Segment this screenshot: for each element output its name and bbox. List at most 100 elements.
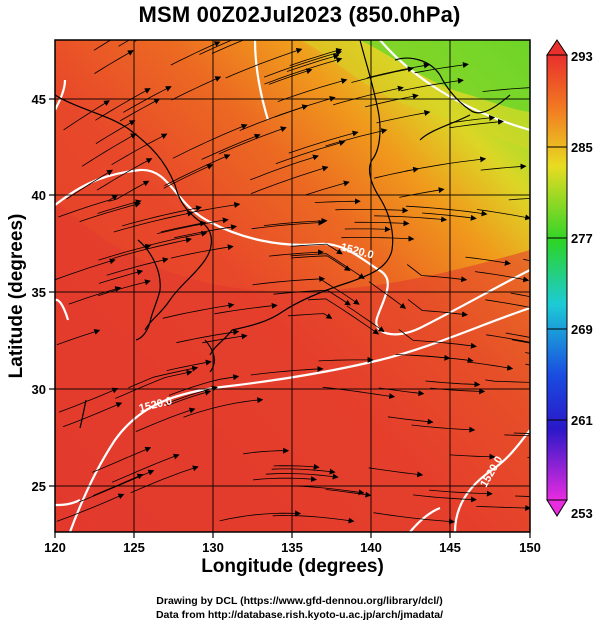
streamline <box>108 180 150 202</box>
streamline <box>289 47 343 66</box>
streamline <box>290 253 365 279</box>
streamline <box>81 133 137 167</box>
streamline <box>250 366 324 376</box>
streamline <box>368 281 407 309</box>
streamline <box>465 256 511 266</box>
streamline <box>387 416 434 425</box>
streamline <box>253 476 317 483</box>
streamline <box>225 47 303 79</box>
streamline <box>505 332 530 338</box>
streamline <box>183 397 264 418</box>
streamline <box>93 40 112 51</box>
streamline <box>318 356 374 363</box>
y-tick-label: 25 <box>32 479 46 494</box>
streamline <box>449 453 496 460</box>
streamline <box>405 156 487 172</box>
streamline <box>274 95 336 118</box>
y-tick-label: 45 <box>32 92 46 107</box>
x-tick-label: 140 <box>360 540 382 555</box>
colorbar-label: 269 <box>571 322 593 337</box>
streamline <box>277 78 348 102</box>
streamline <box>368 467 424 478</box>
streamline <box>486 334 530 343</box>
streamline <box>374 215 448 223</box>
streamline <box>106 257 169 276</box>
streamline <box>68 286 122 305</box>
streamline <box>249 154 319 181</box>
streamline <box>351 66 414 83</box>
streamline <box>332 85 404 106</box>
streamline <box>407 299 468 318</box>
streamline <box>164 154 231 187</box>
streamline <box>286 53 340 72</box>
streamline <box>219 510 302 522</box>
streamline <box>66 169 113 200</box>
x-axis-label: Longitude (degrees) <box>201 556 384 577</box>
streamline <box>56 493 125 522</box>
streamline <box>307 298 380 335</box>
streamline <box>94 50 134 74</box>
streamline <box>474 271 530 283</box>
streamline <box>263 217 328 226</box>
streamline <box>162 302 235 319</box>
streamline <box>398 329 477 349</box>
streamline <box>354 220 410 227</box>
streamline <box>373 512 455 525</box>
streamline <box>55 258 116 281</box>
streamline <box>305 180 350 196</box>
streamline <box>63 100 110 131</box>
streamline <box>250 165 329 195</box>
streamline <box>504 434 530 437</box>
streamline <box>529 46 530 48</box>
streamline <box>62 402 123 428</box>
streamline <box>265 473 339 480</box>
streamline <box>95 88 151 121</box>
streamline <box>130 465 199 494</box>
streamline <box>163 164 214 189</box>
colorbar-label: 285 <box>571 140 593 155</box>
streamline <box>58 194 119 218</box>
streamline <box>346 305 385 333</box>
streamline <box>513 432 530 434</box>
streamline <box>264 57 343 85</box>
streamline <box>510 292 530 298</box>
streamline <box>119 98 161 122</box>
map-title: MSM 00Z02Jul2023 (850.0hPa) <box>138 2 461 27</box>
x-tick-label: 125 <box>123 540 145 555</box>
y-axis-label: Latitude (degrees) <box>6 213 27 379</box>
streamline <box>449 115 496 124</box>
streamline <box>58 387 119 413</box>
streamline <box>476 505 530 512</box>
y-axis-tick-labels: 45 40 35 30 25 <box>32 92 46 494</box>
streamline <box>263 50 342 78</box>
streamline <box>201 133 261 160</box>
streamline <box>112 237 192 259</box>
credit-line-data: Data from http://database.rish.kyoto-u.a… <box>155 609 444 621</box>
streamline <box>314 198 361 205</box>
streamline <box>508 198 530 201</box>
streamline <box>171 76 222 101</box>
streamline <box>485 299 530 308</box>
streamline <box>376 110 431 124</box>
x-tick-label: 150 <box>519 540 541 555</box>
streamline <box>269 249 324 257</box>
streamline <box>476 209 530 221</box>
streamline <box>172 123 248 159</box>
lat-lon-grid <box>55 40 530 532</box>
streamline <box>166 359 212 371</box>
streamline <box>170 244 234 259</box>
y-tick-label: 40 <box>32 188 46 203</box>
streamline <box>467 361 514 371</box>
streamline <box>273 463 320 470</box>
streamline <box>96 158 153 191</box>
temperature-field: 1520.0 1520.0 1520.0 <box>55 40 530 532</box>
streamline <box>273 289 351 306</box>
colorbar-label: 293 <box>571 49 593 64</box>
x-tick-label: 145 <box>439 540 461 555</box>
streamline <box>111 133 168 166</box>
x-tick-label: 120 <box>44 540 66 555</box>
streamline <box>97 199 142 214</box>
streamline <box>514 495 530 497</box>
colorbar-tick-labels: 293 285 277 269 261 253 <box>571 49 593 521</box>
